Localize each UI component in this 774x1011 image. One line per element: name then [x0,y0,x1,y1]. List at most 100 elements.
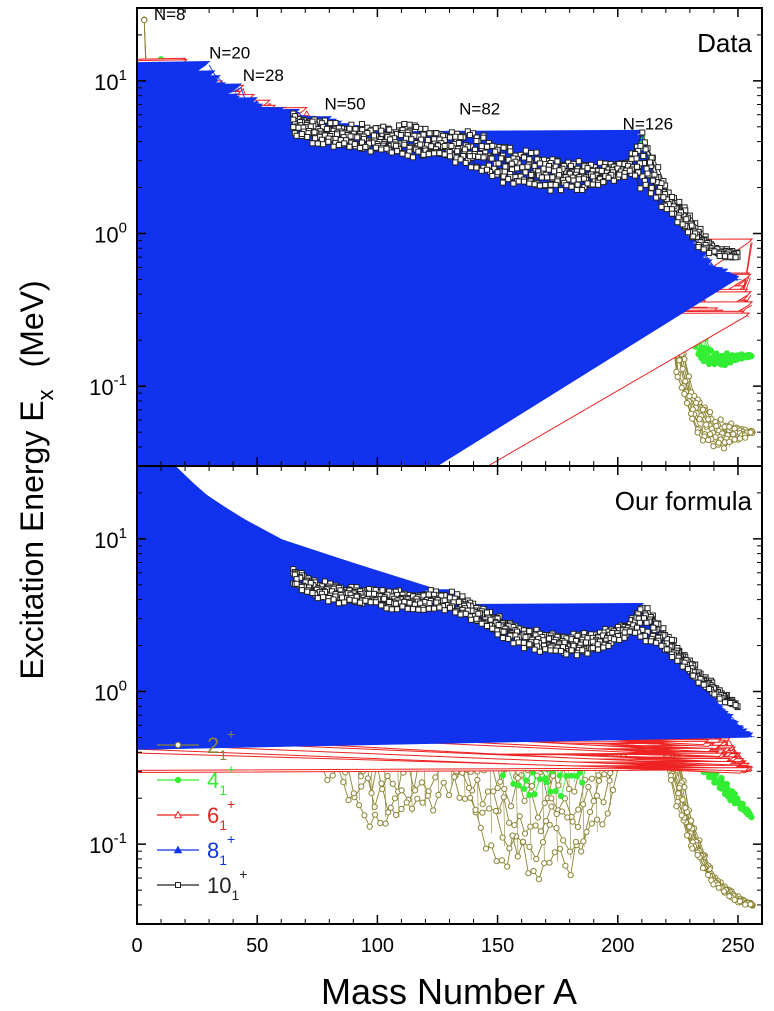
series-10-plus-marker [367,148,374,155]
series-2-plus-marker [678,384,685,391]
series-10-plus-marker [669,210,676,217]
series-10-plus-marker [584,180,591,187]
series-10-plus-marker [575,176,582,183]
series-10-plus-marker [383,145,390,152]
series-10-plus-marker [447,153,453,160]
series-2-plus-marker [699,437,707,444]
series-10-plus-marker [531,163,538,170]
series-10-plus-marker [549,174,556,181]
series-10-plus-marker [600,179,607,186]
series-10-plus-marker [323,125,330,132]
series-10-plus-marker [508,160,515,167]
series-10-plus-marker [455,140,462,146]
series-10-plus-marker [457,156,464,163]
series-10-plus-marker [547,187,554,194]
series-10-plus-marker [556,167,563,174]
series-10-plus-marker [448,143,455,149]
series-10-plus-marker [325,138,332,145]
series-10-plus-marker [406,121,413,128]
series-10-plus-marker [647,159,653,166]
series-10-plus-marker [651,171,658,178]
series-10-plus-marker [498,155,505,162]
series-10-plus-marker [642,146,649,153]
series-2-plus-marker [694,429,701,436]
series-10-plus-marker [544,174,551,181]
series-10-plus-marker [357,145,364,151]
series-4-plus-marker [695,351,702,358]
series-10-plus-marker [528,150,535,156]
series-10-plus-marker [411,132,418,139]
series-2-plus-marker [676,357,683,364]
series-10-plus-marker [700,246,707,253]
series-10-plus-marker [567,162,574,169]
series-10-plus-marker [330,143,337,150]
series-10-plus-marker [644,170,651,177]
series-10-plus-marker [695,244,702,251]
series-10-plus-marker [457,134,464,141]
series-10-plus-marker [626,167,633,174]
series-10-plus-marker [320,141,327,148]
series-10-plus-marker [441,151,448,158]
series-10-plus-marker [408,136,415,143]
series-10-plus-marker [480,134,487,141]
series-10-plus-marker [637,142,644,149]
series-10-plus-marker [388,149,395,156]
series-10-plus-marker [579,187,586,193]
series-10-plus-marker [392,142,399,149]
series-10-plus-marker [424,137,431,143]
series-10-plus-marker [425,151,432,158]
series-10-plus-marker [354,134,361,141]
top-panel-series [137,16,756,466]
series-10-plus-marker [538,174,545,181]
series-2-plus-marker [742,434,749,441]
series-10-plus-marker [634,163,640,170]
series-2-plus-marker [674,373,681,380]
series-2-plus-marker [736,435,744,442]
series-10-plus-marker [563,182,570,189]
series-2-plus-marker [707,431,714,438]
series-10-plus-marker [394,148,401,155]
series-10-plus-marker [706,249,713,256]
series-10-plus-marker [653,194,660,201]
series-10-plus-marker [536,160,543,167]
series-10-plus-marker [473,138,480,144]
series-2-plus-marker [696,416,703,423]
series-10-plus-marker [466,132,473,138]
series-8-plus-marker [137,275,738,466]
series-10-plus-marker [422,125,429,132]
series-10-plus-marker [499,179,506,186]
series-10-plus-marker [447,134,453,141]
series-10-plus-marker [642,181,649,188]
series-2-plus-marker [673,368,680,375]
series-10-plus-marker [655,188,662,195]
series-10-plus-marker [436,150,443,157]
series-10-plus-marker [514,165,520,172]
series-4-plus-marker [748,353,755,360]
series-10-plus-marker [575,158,582,165]
series-10-plus-marker [309,140,316,147]
series-10-plus-marker [632,172,639,179]
series-10-plus-marker [685,229,691,236]
series-10-plus-marker [581,175,588,182]
series-10-plus-marker [314,140,321,147]
series-10-plus-marker [505,156,512,163]
series-10-plus-marker [542,182,549,189]
series-10-plus-marker [683,216,690,223]
series-10-plus-marker [480,154,487,161]
series-10-plus-marker [417,141,424,148]
series-10-plus-marker [341,140,348,147]
series-2-plus-marker [688,410,695,417]
series-10-plus-marker [454,148,461,155]
series-10-plus-marker [648,184,655,191]
series-2-plus-marker [705,416,712,423]
series-10-plus-marker [335,142,342,148]
series-10-plus-marker [399,150,406,157]
series-2-plus-marker [747,429,754,436]
series-10-plus-marker [468,164,475,171]
series-10-plus-marker [410,154,416,161]
series-10-plus-marker [589,173,596,180]
series-10-plus-marker [351,141,358,148]
series-2-plus-marker [713,423,720,430]
series-10-plus-marker [588,161,595,168]
series-10-plus-marker [621,173,628,180]
